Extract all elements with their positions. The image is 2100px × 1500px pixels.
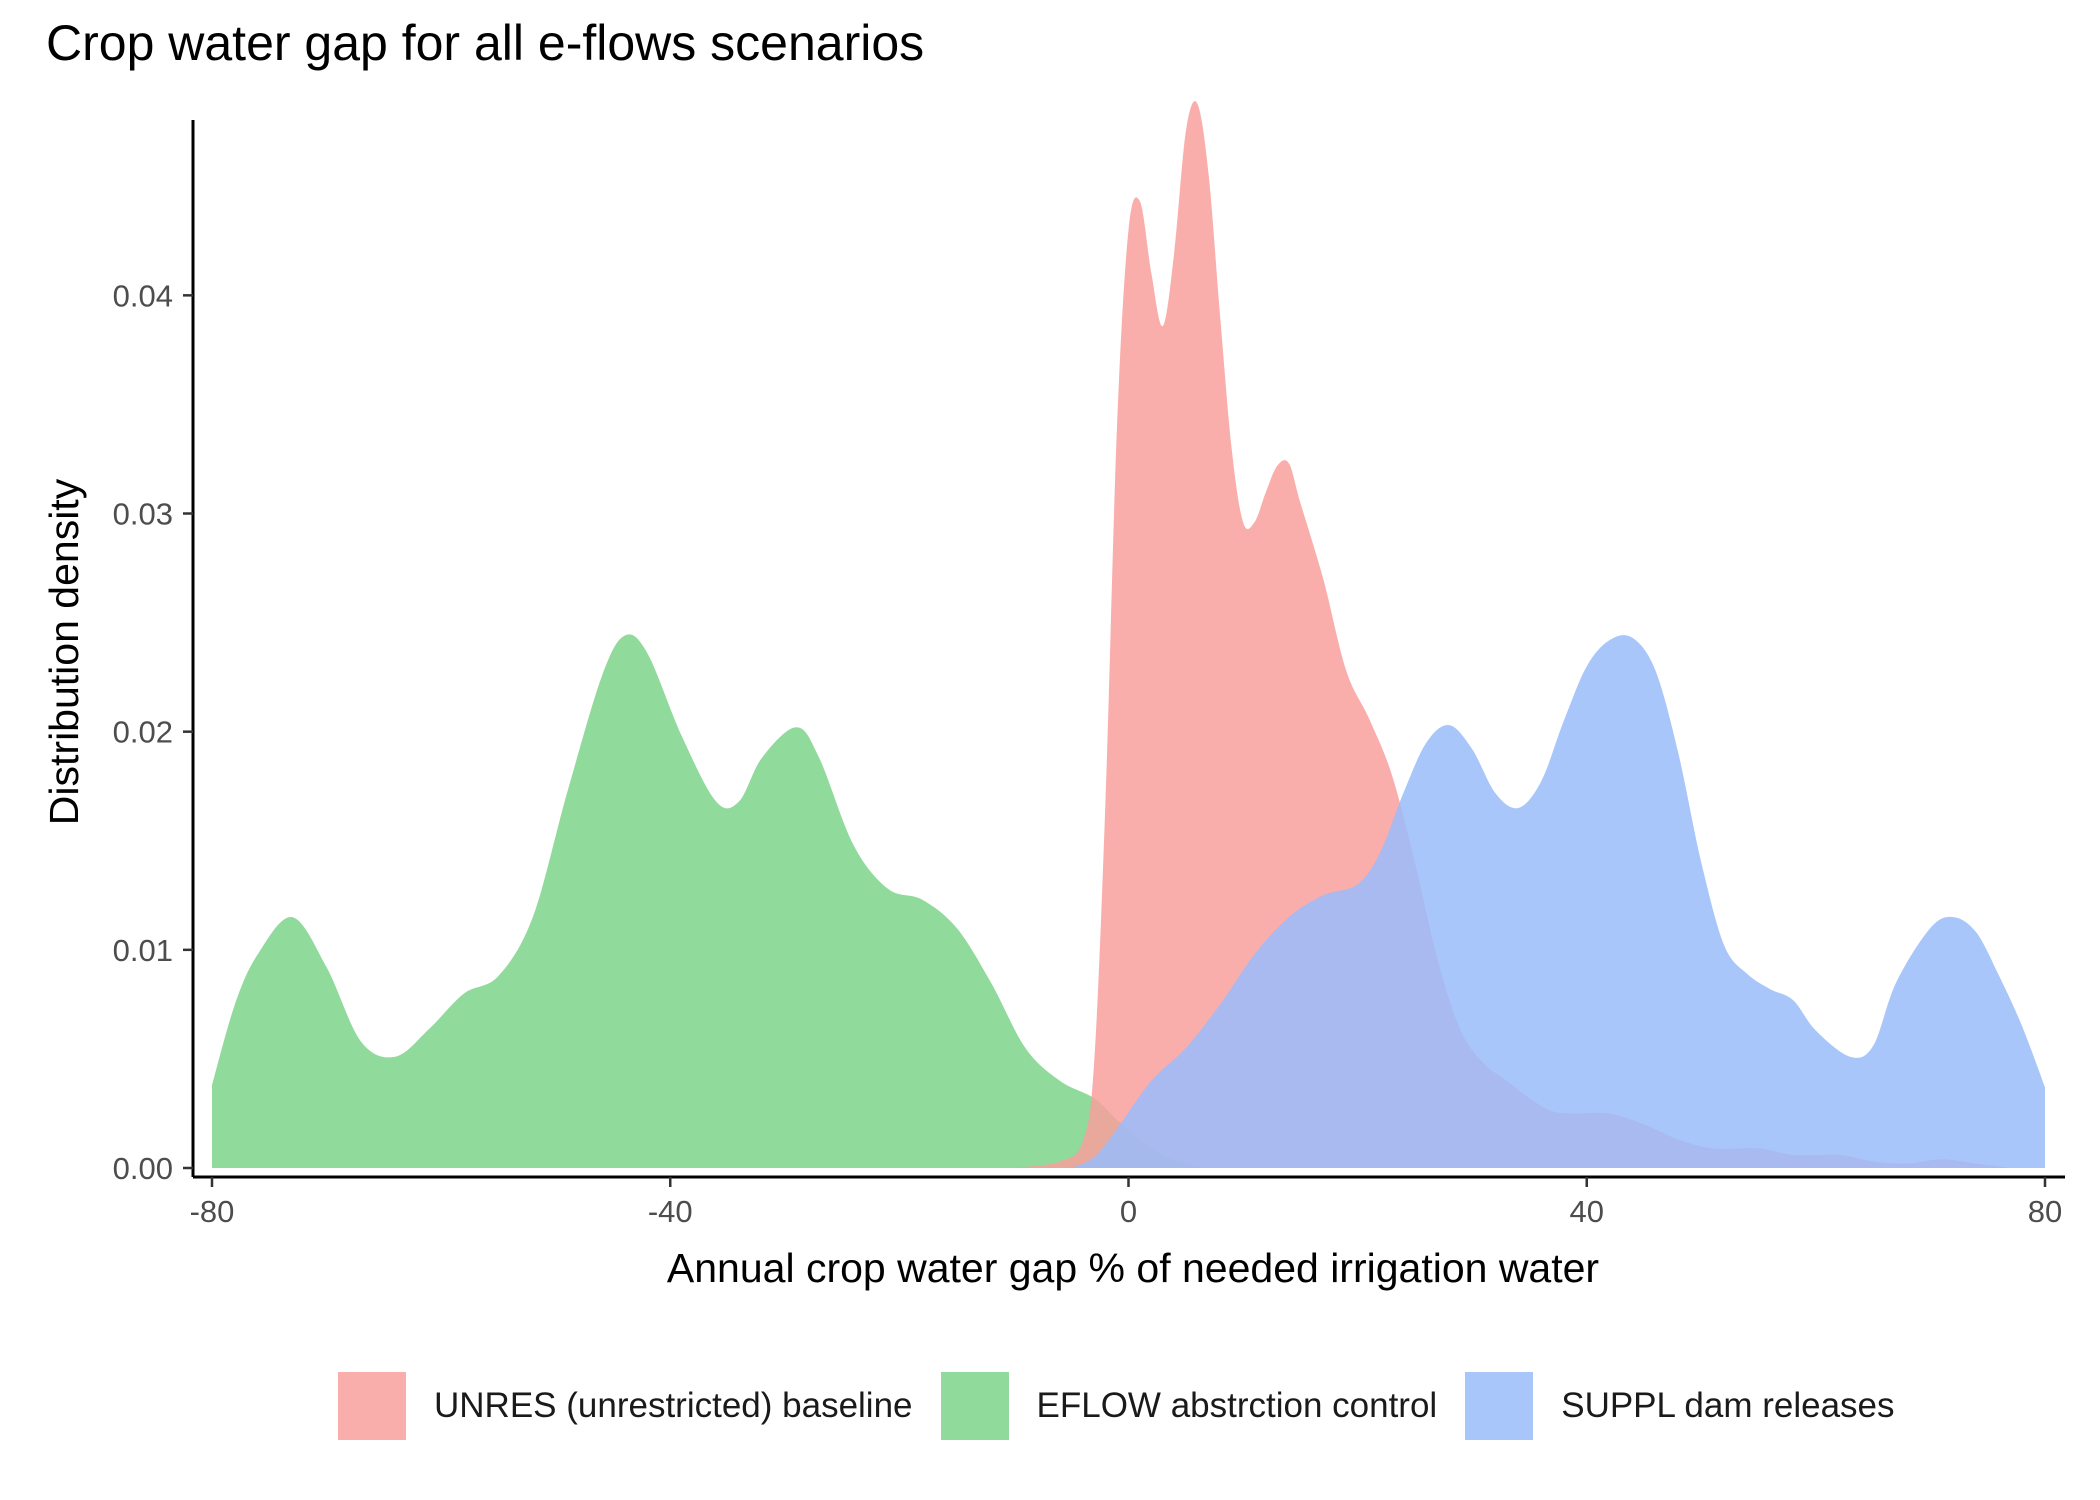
- legend: UNRES (unrestricted) baseline EFLOW abstr…: [338, 1372, 1923, 1440]
- y-tick-label: 0.04: [113, 278, 173, 313]
- density-area-suppl: [1071, 635, 2045, 1168]
- y-tick-label: 0.03: [113, 497, 173, 532]
- legend-key: [940, 1372, 1009, 1440]
- legend-item-unres: UNRES (unrestricted) baseline: [338, 1372, 913, 1440]
- ticks: -80 -40 0 40 80 0.00 0.01 0.02 0.03 0.04: [113, 278, 2063, 1229]
- x-tick-label: -80: [190, 1194, 235, 1229]
- legend-label: EFLOW abstrction control: [1036, 1386, 1438, 1425]
- y-tick-label: 0.01: [113, 933, 173, 968]
- y-axis-title: Distribution density: [41, 478, 87, 825]
- density-plot: -80 -40 0 40 80 0.00 0.01 0.02 0.03 0.04 Annual c…: [41, 101, 2065, 1291]
- legend-item-eflow: EFLOW abstrction control: [940, 1372, 1438, 1440]
- chart-title: Crop water gap for all e-flows scenarios: [46, 15, 925, 71]
- legend-key: [1465, 1372, 1534, 1440]
- x-tick-label: 40: [1570, 1194, 1604, 1229]
- x-tick-label: 80: [2028, 1194, 2062, 1229]
- x-axis-title: Annual crop water gap % of needed irriga…: [667, 1245, 1599, 1291]
- y-tick-label: 0.02: [113, 715, 173, 750]
- legend-label: UNRES (unrestricted) baseline: [434, 1386, 913, 1425]
- y-tick-label: 0.00: [113, 1151, 173, 1186]
- x-tick-label: 0: [1120, 1194, 1137, 1229]
- density-area-unres: [1013, 101, 2011, 1169]
- x-tick-label: -40: [648, 1194, 693, 1229]
- legend-item-suppl: SUPPL dam releases: [1465, 1372, 1895, 1440]
- density-area-eflow: [212, 634, 1209, 1168]
- legend-key: [338, 1372, 406, 1440]
- legend-label: SUPPL dam releases: [1561, 1386, 1895, 1425]
- density-areas: [212, 101, 2045, 1169]
